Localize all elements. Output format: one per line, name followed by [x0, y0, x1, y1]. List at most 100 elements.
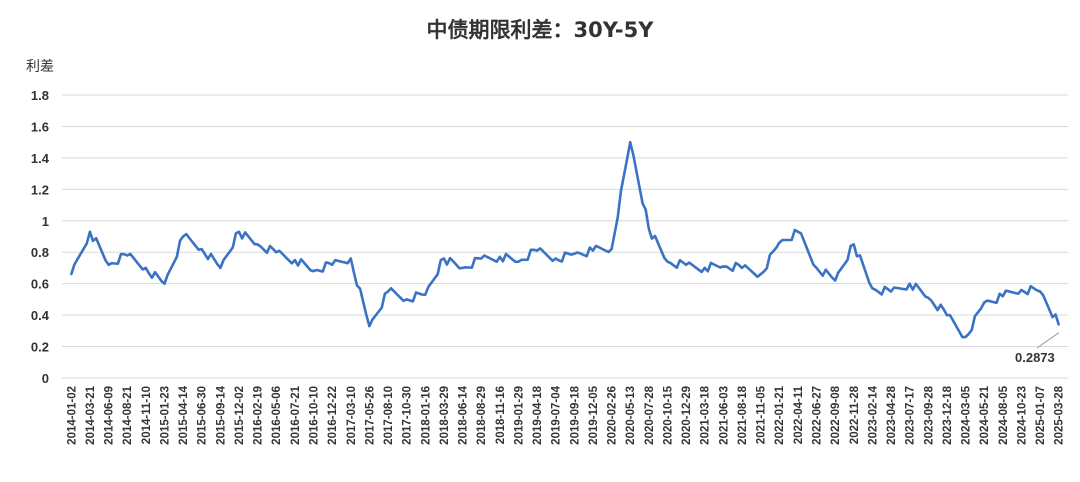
data-point [889, 290, 893, 293]
data-point [591, 249, 595, 252]
x-tick-label: 2020-05-13 [625, 386, 637, 445]
x-tick-label: 2021-11-05 [756, 385, 768, 444]
data-point [107, 263, 110, 266]
data-point [442, 257, 446, 260]
x-tick-label: 2022-04-11 [793, 385, 805, 444]
y-tick-label: 1 [42, 214, 49, 229]
x-tick-label: 2014-06-09 [104, 386, 116, 445]
x-tick-label: 2020-07-28 [644, 385, 656, 444]
x-tick-label: 2024-08-05 [998, 385, 1010, 444]
x-tick-label: 2015-09-14 [215, 385, 227, 444]
x-tick-label: 2017-05-26 [364, 386, 376, 445]
data-point [852, 243, 855, 246]
data-point [405, 298, 408, 301]
data-point [703, 266, 706, 270]
data-point [964, 335, 967, 339]
x-tick-label: 2016-12-22 [327, 386, 339, 445]
x-tick-label: 2016-07-21 [290, 385, 302, 444]
x-tick-label: 2020-12-29 [681, 386, 693, 445]
x-tick-label: 2019-07-04 [551, 385, 563, 444]
annotation-leader [1036, 332, 1059, 349]
data-point [200, 247, 203, 251]
x-tick-label: 2015-01-23 [159, 386, 171, 445]
x-tick-label: 2014-03-21 [85, 385, 97, 444]
data-point [833, 279, 837, 282]
x-tick-label: 2023-07-17 [905, 386, 917, 445]
data-point [871, 287, 874, 290]
data-point [275, 251, 278, 254]
data-point [1020, 288, 1023, 292]
x-tick-label: 2022-01-21 [774, 385, 786, 444]
gridlines [62, 94, 1068, 379]
x-tick-label: 2020-02-26 [607, 386, 619, 445]
x-tick-label: 2021-08-18 [737, 385, 749, 444]
x-tick-label: 2014-11-10 [141, 386, 153, 444]
data-point [312, 269, 315, 273]
x-tick-label: 2018-08-29 [476, 386, 488, 445]
x-tick-label: 2023-09-28 [923, 385, 935, 444]
data-point [219, 266, 222, 270]
x-tick-label: 2019-09-18 [569, 385, 581, 444]
x-tick-label: 2017-03-10 [346, 386, 358, 445]
data-point [535, 249, 539, 252]
series-layer [70, 140, 1060, 339]
data-point [517, 260, 520, 263]
data-point [386, 290, 390, 293]
data-point [908, 282, 911, 285]
x-tick-label: 2014-08-21 [122, 385, 134, 444]
y-tick-labels: 0 0.2 0.4 0.6 0.8 1 1.2 1.4 1.6 1.8 [31, 88, 50, 386]
x-tick-labels: 2014-01-02 2014-03-21 2014-06-09 2014-08-21… [66, 385, 1065, 444]
data-point [181, 235, 185, 238]
y-tick-label: 1.2 [31, 182, 49, 197]
x-tick-label: 2020-10-15 [662, 385, 674, 444]
y-tick-label: 0.6 [31, 277, 49, 292]
data-point [666, 260, 669, 263]
x-tick-label: 2019-01-29 [513, 386, 525, 445]
data-label: 0.2873 [1015, 350, 1055, 365]
x-tick-label: 2024-10-23 [1016, 386, 1028, 445]
x-tick-label: 2019-04-18 [532, 385, 544, 444]
data-point [479, 257, 483, 260]
data-point [927, 296, 930, 300]
x-tick-label: 2024-05-21 [979, 385, 991, 444]
data-point [1038, 290, 1042, 293]
data-point [237, 230, 241, 233]
x-tick-label: 2018-01-16 [420, 386, 432, 445]
data-point [1001, 295, 1004, 298]
y-tick-label: 1.6 [31, 119, 49, 134]
y-tick-label: 1.8 [31, 88, 49, 103]
x-tick-label: 2025-01-07 [1035, 386, 1047, 445]
annotation-layer: 0.2873 [1015, 332, 1059, 365]
y-tick-label: 0 [42, 371, 49, 386]
data-point [368, 324, 371, 328]
data-point [573, 252, 576, 255]
data-point [330, 263, 334, 266]
x-tick-label: 2023-02-14 [867, 385, 879, 444]
x-tick-label: 2021-03-18 [700, 385, 712, 444]
data-point [70, 273, 73, 276]
x-tick-label: 2017-10-30 [402, 386, 414, 445]
chart-title: 中债期限利差：30Y-5Y [427, 18, 655, 42]
x-tick-label: 2016-05-06 [271, 386, 283, 445]
data-point [144, 266, 148, 270]
y-tick-label: 0.4 [31, 308, 50, 323]
data-point [424, 293, 427, 296]
y-tick-label: 0.2 [31, 340, 49, 355]
y-tick-label: 0.8 [31, 245, 49, 260]
data-point [256, 243, 259, 246]
data-point [722, 265, 725, 268]
x-tick-label: 2015-12-02 [234, 386, 246, 445]
data-point [945, 313, 949, 317]
data-point [126, 254, 129, 257]
data-point [163, 282, 166, 285]
x-tick-label: 2023-04-28 [886, 385, 898, 444]
data-point [629, 140, 632, 144]
x-tick-label: 2016-02-19 [253, 386, 265, 445]
data-point [778, 241, 781, 244]
x-tick-label: 2017-08-10 [383, 386, 395, 445]
x-tick-label: 2023-12-18 [942, 385, 954, 444]
x-tick-label: 2018-11-16 [495, 386, 507, 444]
data-point [610, 247, 613, 251]
